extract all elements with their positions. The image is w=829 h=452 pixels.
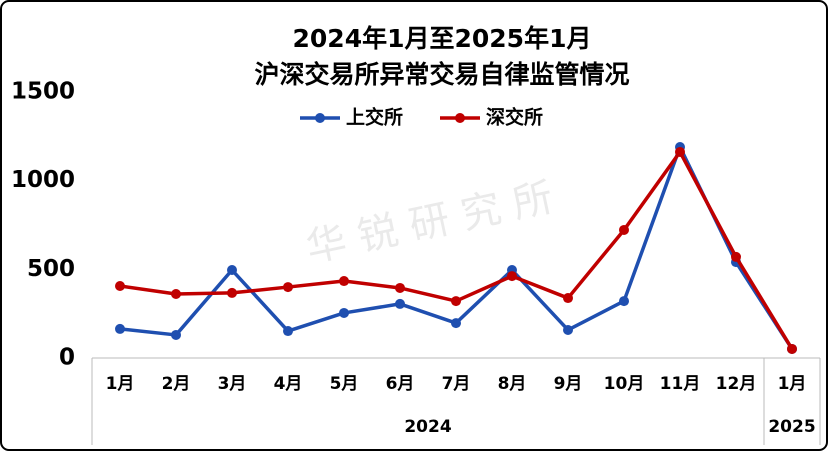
chart-subtitle: 沪深交易所异常交易自律监管情况 (254, 60, 629, 89)
data-point (675, 146, 685, 157)
data-point (563, 293, 573, 304)
x-tick-label: 8月 (498, 374, 527, 394)
data-point (115, 323, 125, 334)
x-tick-label: 1月 (106, 374, 135, 394)
data-point (171, 288, 181, 299)
y-tick-label: 1000 (11, 167, 75, 193)
y-tick-label: 0 (59, 345, 75, 371)
data-point (283, 282, 293, 293)
data-point (451, 318, 461, 329)
x-tick-label: 7月 (442, 374, 471, 394)
data-point (563, 324, 573, 335)
chart-title: 2024年1月至2025年1月 (293, 24, 592, 53)
x-tick-label: 4月 (274, 374, 303, 394)
x-tick-label: 2月 (162, 374, 191, 394)
x-tick-label: 1月 (778, 374, 807, 394)
data-point (395, 298, 405, 309)
legend-label: 上交所 (346, 106, 403, 129)
data-point (395, 282, 405, 293)
data-point (115, 281, 125, 292)
data-point (731, 251, 741, 262)
group-label: 2025 (768, 417, 815, 437)
legend-label: 深交所 (486, 106, 543, 129)
x-tick-label: 3月 (218, 374, 247, 394)
data-point (507, 271, 517, 282)
x-tick-label: 6月 (386, 374, 415, 394)
group-label: 2024 (404, 417, 451, 437)
x-tick-label: 11月 (660, 374, 701, 394)
data-point (619, 224, 629, 235)
legend-marker (455, 113, 465, 123)
x-tick-label: 9月 (554, 374, 583, 394)
data-point (171, 329, 181, 340)
legend-marker (315, 113, 325, 123)
data-point (619, 296, 629, 307)
data-point (227, 265, 237, 276)
data-point (283, 326, 293, 337)
data-point (787, 343, 797, 354)
x-tick-label: 12月 (716, 374, 757, 394)
x-tick-label: 5月 (330, 374, 359, 394)
x-tick-label: 10月 (604, 374, 645, 394)
data-point (339, 307, 349, 318)
data-point (227, 287, 237, 298)
data-point (339, 276, 349, 287)
y-tick-label: 500 (27, 256, 75, 282)
y-tick-label: 1500 (11, 79, 75, 105)
data-point (451, 296, 461, 307)
